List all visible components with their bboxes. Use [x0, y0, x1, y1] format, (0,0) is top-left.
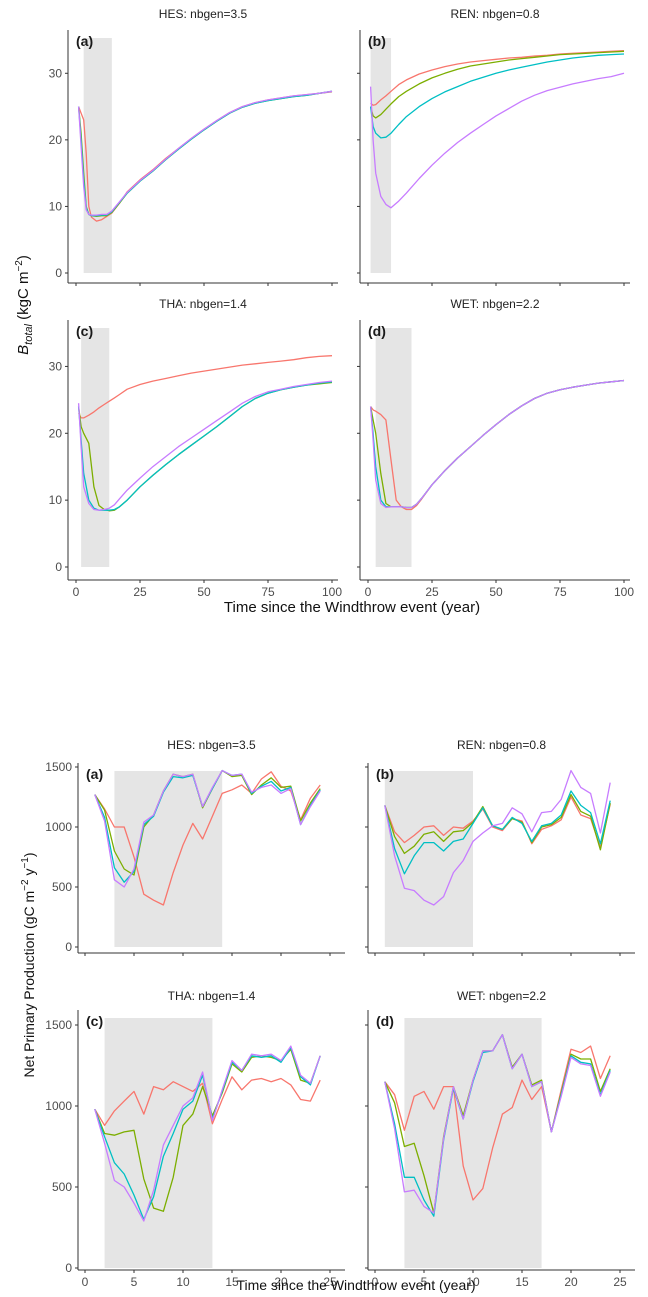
fig1-panel-3-x-tick-label: 0 — [365, 585, 372, 599]
fig1-panel-2-y-tick-label: 10 — [49, 493, 63, 507]
fig2-panel-2-y-tick-label: 1500 — [45, 1018, 72, 1032]
fig2-panel-0-y-tick-label: 1500 — [45, 760, 72, 774]
fig1-panel-3-x-tick-label: 75 — [553, 585, 567, 599]
fig2-panel-2-x-tick-label: 20 — [274, 1275, 288, 1289]
fig2-panel-2-y-tick-label: 500 — [52, 1180, 72, 1194]
fig1-panel-0-y-tick-label: 0 — [55, 266, 62, 280]
fig1-panel-0-series-line-3 — [77, 90, 333, 217]
fig1-panel-3-series-line-4 — [369, 379, 625, 509]
fig2-panel-1-title: REN: nbgen=0.8 — [457, 738, 546, 752]
fig1-panel-3-tag: (d) — [368, 323, 386, 339]
fig1-panel-2-x-tick-label: 75 — [261, 585, 275, 599]
fig1-x-axis-label: Time since the Windthrow event (year) — [224, 599, 480, 616]
fig1-panel-0-series-line-2 — [77, 90, 333, 218]
fig1-panel-0-shade-region — [83, 38, 112, 273]
fig1-panel-0-tag: (a) — [76, 33, 93, 49]
fig1-panel-2-series-line-2 — [77, 381, 333, 512]
fig1-panel-2-x-tick-label: 50 — [197, 585, 211, 599]
fig1-panel-1-series-line-3 — [369, 53, 625, 139]
fig2-panel-3-title: WET: nbgen=2.2 — [457, 989, 546, 1003]
fig2-panel-3-x-tick-label: 0 — [372, 1275, 379, 1289]
fig2-panel-2-y-tick-label: 0 — [65, 1261, 72, 1275]
fig2-panel-2-y-tick-label: 1000 — [45, 1099, 72, 1113]
fig1-panel-0-y-tick-label: 30 — [49, 66, 63, 80]
fig2-panel-3-x-tick-label: 10 — [466, 1275, 480, 1289]
fig1-panel-2-tag: (c) — [76, 323, 93, 339]
fig1-panel-2-series-line-1 — [78, 355, 333, 419]
fig1-panel-1-series-line-1 — [370, 50, 625, 106]
fig2-panel-3-x-tick-label: 20 — [564, 1275, 578, 1289]
series-lines — [77, 50, 625, 1222]
fig2-panel-2-x-tick-label: 25 — [323, 1275, 337, 1289]
fig2-panel-0-tag: (a) — [86, 766, 103, 782]
fig1-panel-2-series-line-3 — [77, 381, 333, 511]
fig2-panel-3-series-line-1 — [384, 1045, 611, 1201]
fig1-panel-2-x-tick-label: 100 — [322, 585, 342, 599]
fig2-panel-2-x-tick-label: 10 — [176, 1275, 190, 1289]
fig1-panel-0-y-tick-label: 10 — [49, 199, 63, 213]
fig1-panel-1-series-line-4 — [369, 72, 625, 209]
fig2-panel-1-tag: (b) — [376, 766, 394, 782]
fig2-panel-2-title: THA: nbgen=1.4 — [168, 989, 256, 1003]
fig1-y-axis-label: Btotal (kgC m−2) — [14, 255, 35, 355]
fig2-panel-2-series-line-4 — [94, 1045, 321, 1222]
fig1-panel-2-y-tick-label: 0 — [55, 560, 62, 574]
fig2-panel-0-shade-region — [114, 771, 223, 947]
fig1-panel-1-title: REN: nbgen=0.8 — [450, 7, 539, 21]
fig1-panel-0-title: HES: nbgen=3.5 — [159, 7, 248, 21]
fig2-panel-2-x-tick-label: 15 — [225, 1275, 239, 1289]
fig1-panel-2-series-line-4 — [77, 380, 333, 511]
fig1-panel-1-shade-region — [370, 38, 392, 273]
fig2-panel-3-series-line-4 — [384, 1034, 611, 1214]
fig2-panel-2-series-line-1 — [94, 1076, 321, 1127]
fig2-panel-3-tag: (d) — [376, 1013, 394, 1029]
fig1-panel-0-series-line-4 — [77, 90, 333, 216]
fig1-panel-2-x-tick-label: 0 — [73, 585, 80, 599]
fig2-panel-2-shade-region — [104, 1018, 213, 1268]
fig2-panel-0-title: HES: nbgen=3.5 — [167, 738, 256, 752]
axes — [65, 30, 635, 1273]
fig1-panel-2-title: THA: nbgen=1.4 — [159, 297, 247, 311]
fig2-panel-3-x-tick-label: 25 — [613, 1275, 627, 1289]
fig1-panel-3-x-tick-label: 25 — [425, 585, 439, 599]
fig1-panel-1-tag: (b) — [368, 33, 386, 49]
fig1-panel-3-shade-region — [375, 328, 412, 567]
fig1-panel-2-x-tick-label: 25 — [133, 585, 147, 599]
fig1-panel-3-x-tick-label: 100 — [614, 585, 634, 599]
fig2-panel-1-series-line-4 — [384, 769, 611, 906]
fig1-panel-2-y-tick-label: 30 — [49, 359, 63, 373]
fig2-y-axis-label: Net Primary Production (gC m−2 y−1) — [20, 852, 37, 1077]
fig1-panel-2-y-tick-label: 20 — [49, 426, 63, 440]
fig2-panel-2-x-tick-label: 0 — [82, 1275, 89, 1289]
fig2-panel-3-x-tick-label: 15 — [515, 1275, 529, 1289]
panel-text: 0 10 20 30 HES: nbgen=3.5 (a) REN: nbgen=0.8 (b… — [45, 7, 634, 1289]
fig2-panel-0-y-tick-label: 500 — [52, 880, 72, 894]
fig1-panel-3-x-tick-label: 50 — [489, 585, 503, 599]
fig1-panel-0-series-line-1 — [77, 91, 333, 222]
fig2-panel-1-series-line-1 — [384, 796, 611, 849]
fig2-panel-1-series-line-3 — [384, 790, 611, 875]
fig1-panel-2-shade-region — [81, 328, 110, 567]
fig2-x-axis-label: Time since the Windthrow event (year) — [236, 1277, 475, 1293]
fig2-panel-2-tag: (c) — [86, 1013, 103, 1029]
fig2-panel-0-y-tick-label: 0 — [65, 940, 72, 954]
fig2-panel-3-x-tick-label: 5 — [421, 1275, 428, 1289]
fig2-panel-1-shade-region — [384, 771, 473, 947]
fig1-panel-1-series-line-2 — [369, 50, 625, 119]
fig2-panel-0-y-tick-label: 1000 — [45, 820, 72, 834]
fig1-panel-3-title: WET: nbgen=2.2 — [450, 297, 539, 311]
fig1-panel-0-y-tick-label: 20 — [49, 133, 63, 147]
fig2-panel-2-x-tick-label: 5 — [131, 1275, 138, 1289]
fig2-panel-0-series-line-4 — [94, 769, 321, 888]
